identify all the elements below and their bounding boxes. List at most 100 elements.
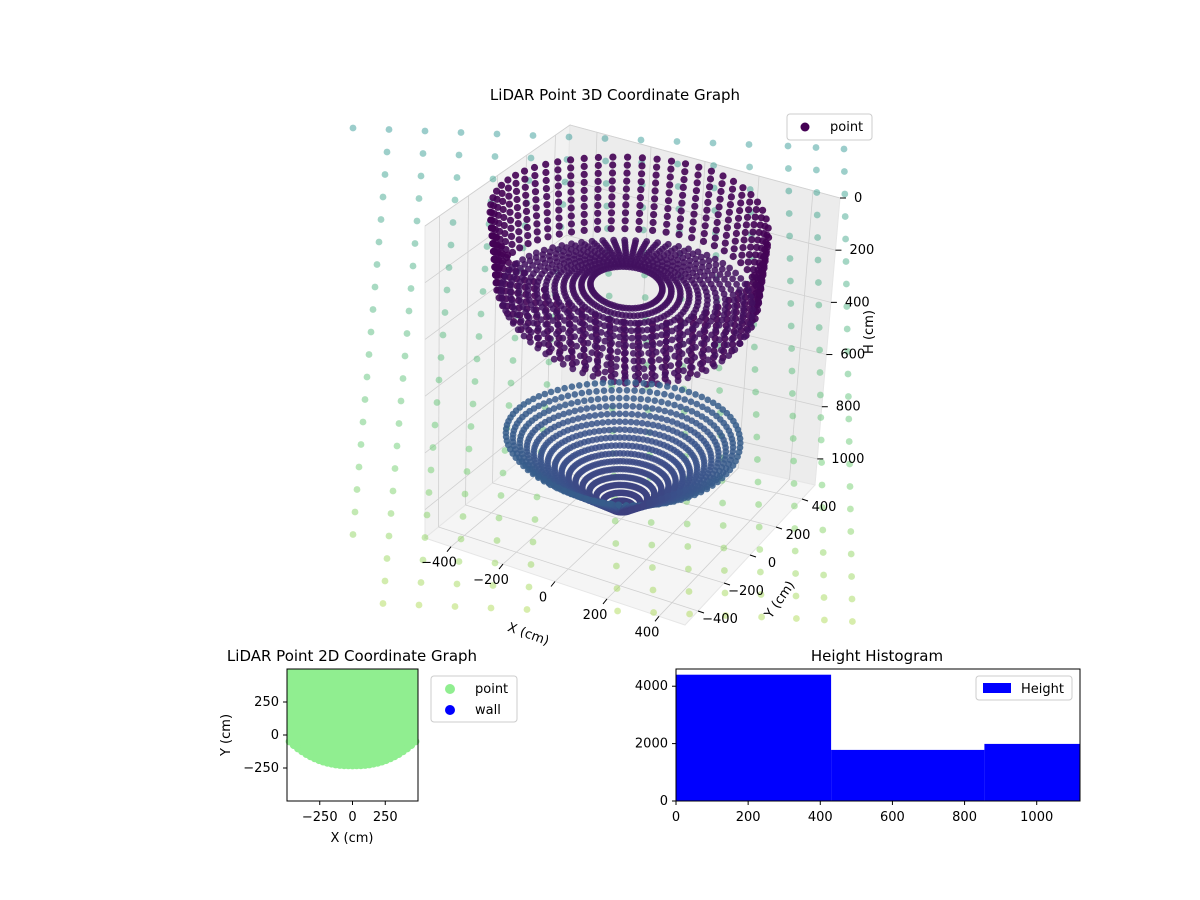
data-point [504, 268, 512, 276]
data-point [513, 260, 521, 267]
data-point [567, 188, 575, 196]
wall-dot [753, 433, 761, 441]
data-point [622, 402, 630, 410]
data-point [748, 299, 756, 307]
data-point [616, 426, 623, 433]
wall-dot [786, 255, 794, 262]
data-point [610, 410, 617, 418]
x-tick-label: 200 [583, 608, 608, 623]
data-point [515, 287, 523, 295]
wall-dot [385, 126, 393, 133]
data-point [523, 215, 531, 224]
wall-dot [365, 351, 373, 358]
data-point [638, 419, 646, 427]
data-point [535, 325, 542, 332]
data-point [691, 334, 699, 342]
wall-dot [451, 196, 459, 204]
data-point [705, 262, 713, 270]
data-point [652, 297, 660, 305]
data-point [664, 383, 671, 390]
data-point [531, 180, 539, 188]
data-point [550, 405, 558, 412]
data-point [594, 358, 602, 366]
wall-dot [359, 418, 367, 426]
data-point [553, 340, 561, 347]
y-tick-label: 4000 [635, 679, 668, 694]
wall-dot [507, 379, 515, 387]
data-point [586, 324, 594, 332]
data-point [647, 357, 655, 365]
data-point [721, 239, 729, 247]
wall-dot [848, 573, 855, 580]
data-point [594, 169, 602, 177]
data-point [727, 320, 734, 327]
wall-dot [349, 124, 357, 132]
data-point [633, 327, 641, 335]
data-point [559, 334, 567, 342]
data-point [704, 396, 711, 404]
data-point [631, 373, 639, 380]
y-tick-label: 400 [812, 500, 837, 515]
data-point [747, 191, 755, 199]
data-point [710, 242, 719, 250]
wall-dot [612, 540, 620, 547]
data-point [525, 314, 533, 322]
data-point [533, 220, 541, 228]
data-point [499, 205, 507, 214]
wall-dot [501, 447, 509, 454]
data-point [554, 166, 562, 174]
data-point [731, 237, 739, 245]
data-point [741, 228, 749, 237]
data-point [616, 410, 623, 418]
data-point [514, 326, 522, 334]
wall-dot [841, 168, 848, 175]
wall-dot [847, 528, 855, 535]
wall-dot [641, 294, 649, 301]
data-point [732, 269, 739, 277]
wall-dot [455, 151, 463, 159]
data-point [499, 197, 507, 205]
y-tick [697, 610, 705, 614]
data-point [629, 342, 636, 350]
data-point [677, 403, 684, 411]
data-point [701, 222, 709, 230]
data-point [499, 257, 507, 265]
wall-dot [846, 483, 854, 490]
data-point [599, 419, 606, 426]
wall-dot [819, 504, 826, 511]
data-point [579, 369, 587, 377]
data-point [711, 234, 719, 242]
data-point [741, 333, 748, 341]
data-point [559, 325, 567, 333]
data-point [687, 398, 695, 406]
data-point [698, 413, 706, 420]
wall-dot [459, 513, 467, 520]
y-tick [775, 526, 783, 530]
data-point [743, 213, 752, 221]
data-point [637, 178, 645, 186]
data-point [507, 232, 516, 240]
data-point [601, 337, 609, 345]
data-point [588, 333, 596, 341]
wall-dot [720, 544, 728, 552]
z-tick-label: 0 [854, 191, 862, 206]
wall-dot [751, 366, 759, 373]
data-point [615, 501, 622, 509]
wall-dot [752, 388, 759, 396]
data-point [612, 363, 620, 370]
data-point [582, 495, 590, 503]
data-point [715, 321, 723, 329]
x-tick-label: −250 [302, 810, 338, 825]
data-point [616, 402, 623, 410]
data-point [639, 357, 646, 365]
wall-dot [820, 594, 828, 601]
data-point [617, 326, 624, 333]
data-point [527, 338, 534, 346]
data-point [594, 161, 602, 170]
data-point [589, 373, 597, 380]
wall-dot [417, 172, 425, 180]
wall-dot [467, 423, 475, 430]
data-point [499, 301, 507, 308]
data-point [652, 179, 660, 187]
wall-dot [790, 480, 798, 487]
